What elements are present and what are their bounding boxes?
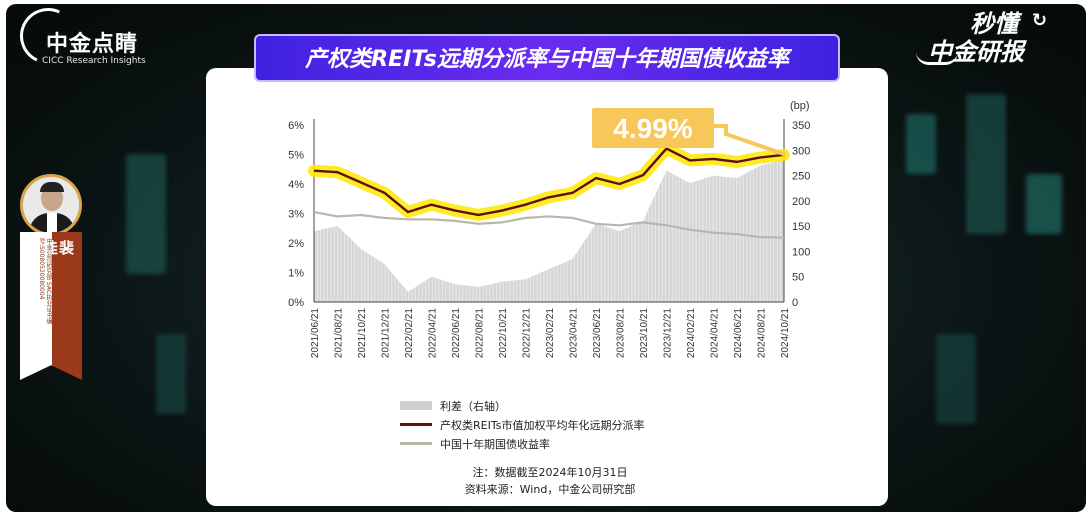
- x-tick-label: 2021/12/21: [381, 308, 392, 358]
- bond-yield-line: [313, 210, 785, 239]
- legend-item-spread: 利差（右轴）: [400, 396, 644, 415]
- logo-english-name: CICC Research Insights: [42, 56, 146, 66]
- background-blur-bar: [936, 334, 976, 424]
- x-tick-label: 2023/10/21: [639, 308, 650, 358]
- y-left-tick-label: 0%: [288, 297, 304, 309]
- brand-logo: 秒懂 ↻ 中金研报: [916, 4, 1066, 66]
- background-blur-bar: [966, 94, 1006, 234]
- x-tick-label: 2024/06/21: [733, 308, 744, 358]
- y-right-tick-label: 250: [792, 171, 810, 183]
- x-tick-label: 2024/04/21: [710, 308, 721, 358]
- presenter-name: 裴佳敏: [25, 240, 75, 255]
- x-tick-label: 2022/02/21: [404, 308, 415, 358]
- legend-item-reits: 产权类REITs市值加权平均年化远期分派率: [400, 415, 644, 434]
- y-left-tick-label: 3%: [288, 209, 304, 221]
- presenter-description: 中金公司研究部 SAC执业证书编号:S0080520080004: [38, 238, 52, 325]
- y-right-unit: (bp): [790, 100, 810, 112]
- x-tick-label: 2023/12/21: [663, 308, 674, 358]
- legend-label: 利差（右轴）: [440, 399, 506, 413]
- callout-value: 4.99%: [613, 113, 692, 144]
- x-tick-label: 2022/04/21: [428, 308, 439, 358]
- callout-box: [592, 108, 714, 148]
- legend-label: 中国十年期国债收益率: [440, 437, 550, 451]
- legend-swatch-area: [400, 401, 432, 410]
- presenter-card: 裴佳敏 中金公司研究部 SAC执业证书编号:S0080520080004: [20, 174, 84, 380]
- data-date-note: 注：数据截至2024年10月31日: [472, 466, 628, 479]
- reits-yield-line: [313, 147, 785, 217]
- x-tick-label: 2023/08/21: [616, 308, 627, 358]
- background-blur-bar: [156, 334, 186, 414]
- x-tick-label: 2023/06/21: [592, 308, 603, 358]
- y-right-tick-label: 150: [792, 221, 810, 233]
- y-right-tick-label: 0: [792, 297, 798, 309]
- x-tick-label: 2023/04/21: [569, 308, 580, 358]
- background-blur-bar: [126, 154, 166, 274]
- y-left-tick-label: 6%: [288, 120, 304, 132]
- x-tick-label: 2024/08/21: [757, 308, 768, 358]
- background-blur-bar: [1026, 174, 1062, 234]
- x-tick-label: 2021/06/21: [310, 308, 321, 358]
- presenter-ribbon: [20, 232, 82, 380]
- legend-swatch-line: [400, 442, 432, 445]
- dual-axis-chart: 6% 5% 4% 3% 2% 1% 0% 350 300 250 200 150 100 50 0 (bp) 2…: [288, 100, 810, 358]
- y-right-tick-label: 50: [792, 272, 804, 284]
- legend-item-bond: 中国十年期国债收益率: [400, 434, 644, 453]
- spread-bars: [313, 159, 785, 302]
- y-right-tick-label: 350: [792, 120, 810, 132]
- background-blur-bar: [906, 114, 936, 174]
- source-note: 资料来源：Wind，中金公司研究部: [464, 483, 636, 496]
- x-tick-label: 2024/10/21: [780, 308, 791, 358]
- y-left-tick-label: 4%: [288, 179, 304, 191]
- play-swirl-icon: ↻: [1032, 10, 1048, 31]
- swoosh-icon: [916, 52, 958, 65]
- y-right-tick-label: 300: [792, 145, 810, 157]
- chart-title: 产权类REITs远期分派率与中国十年期国债收益率: [254, 34, 840, 82]
- chart-notes: 注：数据截至2024年10月31日 资料来源：Wind，中金公司研究部: [350, 464, 750, 498]
- legend-swatch-line: [400, 423, 432, 426]
- x-tick-label: 2022/06/21: [451, 308, 462, 358]
- y-left-tick-label: 5%: [288, 150, 304, 162]
- y-right-tick-label: 100: [792, 246, 810, 258]
- x-tick-label: 2023/02/21: [545, 308, 556, 358]
- chart-legend: 利差（右轴） 产权类REITs市值加权平均年化远期分派率 中国十年期国债收益率: [400, 396, 644, 453]
- y-right-tick-label: 200: [792, 196, 810, 208]
- logo-chinese-name: 中金点睛: [46, 32, 139, 57]
- legend-label: 产权类REITs市值加权平均年化远期分派率: [440, 418, 645, 432]
- spread-area: [314, 159, 784, 302]
- x-tick-label: 2022/10/21: [498, 308, 509, 358]
- avatar: [20, 174, 82, 236]
- y-left-tick-label: 2%: [288, 238, 304, 250]
- y-left-tick-label: 1%: [288, 268, 304, 280]
- x-tick-label: 2022/12/21: [522, 308, 533, 358]
- brand-line-1: 秒懂: [970, 10, 1018, 38]
- callout-connector: [702, 124, 787, 157]
- x-tick-label: 2021/10/21: [357, 308, 368, 358]
- x-tick-label: 2022/08/21: [475, 308, 486, 358]
- x-tick-label: 2021/08/21: [334, 308, 345, 358]
- x-tick-label: 2024/02/21: [686, 308, 697, 358]
